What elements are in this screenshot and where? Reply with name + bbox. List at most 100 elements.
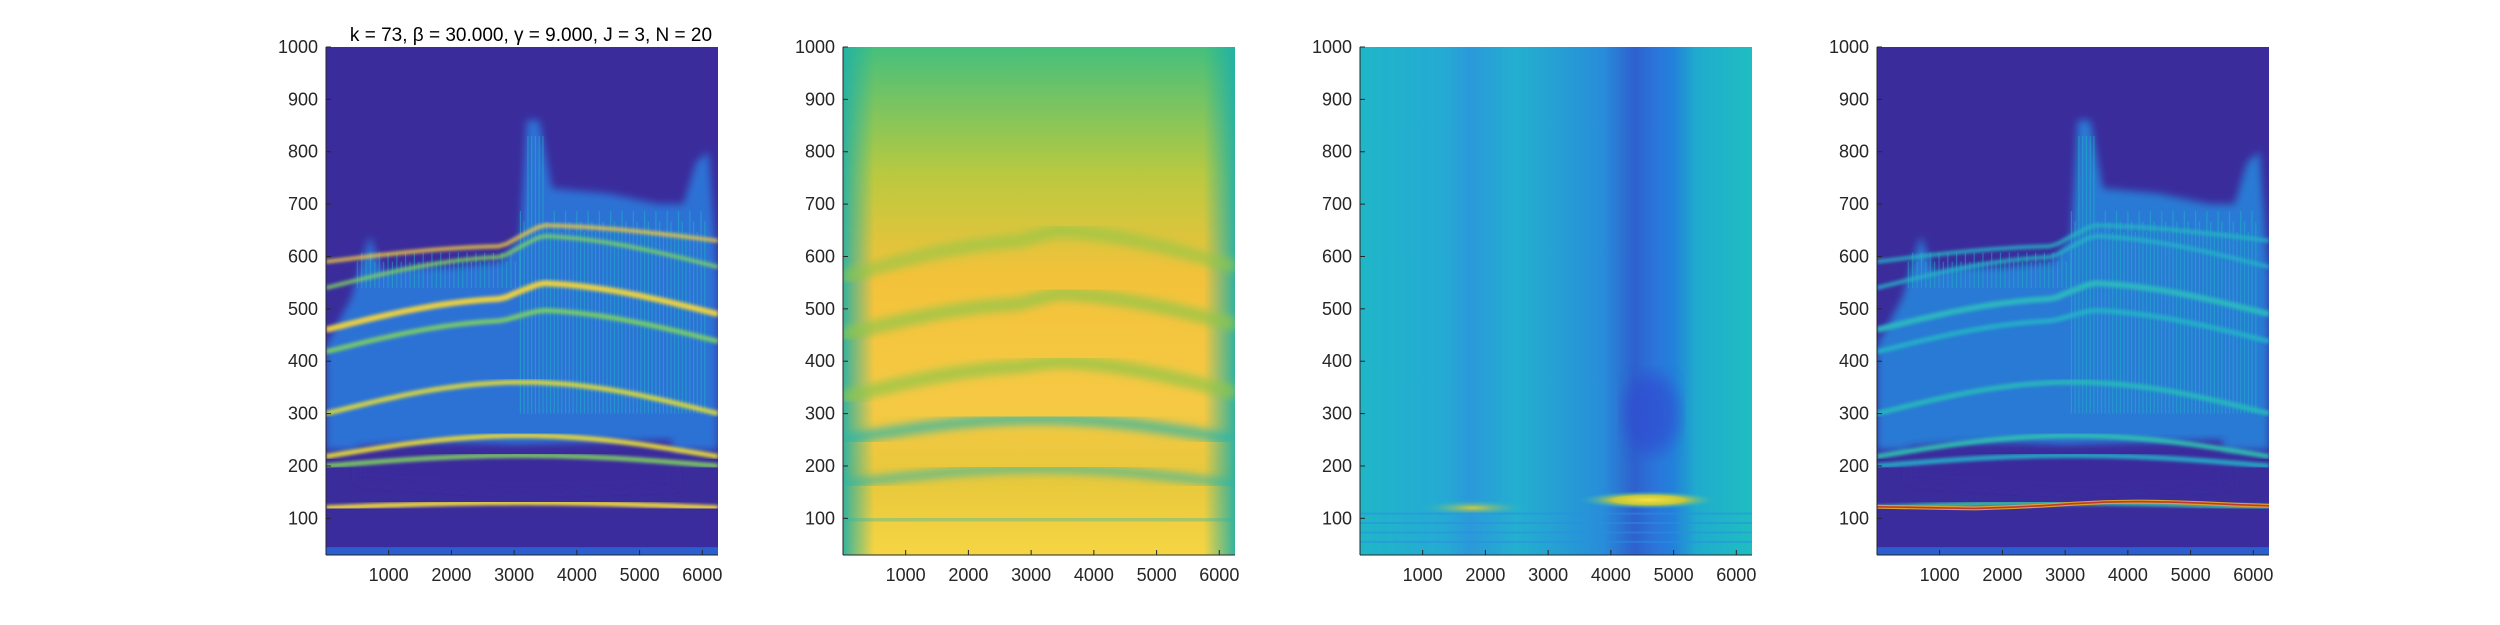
x-tick-label: 5000 bbox=[2171, 565, 2211, 585]
x-tick-label: 4000 bbox=[557, 565, 597, 585]
y-tick-label: 400 bbox=[1839, 351, 1869, 371]
spectral-band bbox=[1877, 280, 2269, 333]
axes-4: 100 200 300 400 500 600 700 800 900 1000 1000 2000 3… bbox=[1829, 37, 2273, 585]
y-tick-label: 800 bbox=[1322, 142, 1352, 162]
spectral-band bbox=[843, 354, 1235, 405]
spectral-band bbox=[1877, 453, 2269, 469]
figure-title: k = 73, β = 30.000, γ = 9.000, J = 3, N … bbox=[350, 25, 712, 46]
low-energy-gap bbox=[1908, 439, 2229, 493]
x-tick-label: 5000 bbox=[620, 565, 660, 585]
y-tick-label: 1000 bbox=[795, 37, 835, 57]
low-region bbox=[1623, 373, 1680, 454]
spectral-band bbox=[843, 286, 1235, 342]
x-tick-label: 3000 bbox=[1011, 565, 1051, 585]
y-tick-label: 700 bbox=[1322, 194, 1352, 214]
spectral-band bbox=[843, 515, 1235, 524]
y-tick-label: 900 bbox=[805, 89, 835, 109]
axes-1: 100 200 300 400 500 600 700 800 900 1000 1000 2000 3… bbox=[278, 37, 722, 585]
x-tick-label: 1000 bbox=[886, 565, 926, 585]
y-tick-label: 300 bbox=[1839, 404, 1869, 424]
spectral-band bbox=[843, 412, 1235, 446]
spectral-band bbox=[1877, 379, 2269, 417]
spectral-band bbox=[326, 379, 718, 417]
bottom-band bbox=[326, 547, 718, 555]
y-tick-label: 400 bbox=[805, 351, 835, 371]
y-tick-label: 300 bbox=[805, 404, 835, 424]
spectral-band bbox=[843, 223, 1235, 285]
spectral-band bbox=[326, 223, 718, 264]
y-tick-label: 1000 bbox=[278, 37, 318, 57]
y-tick-label: 300 bbox=[288, 404, 318, 424]
spectral-band bbox=[326, 433, 718, 459]
y-tick-label: 800 bbox=[805, 142, 835, 162]
x-tick-label: 1000 bbox=[1403, 565, 1443, 585]
y-tick-label: 1000 bbox=[1829, 37, 1869, 57]
heatmap-image bbox=[326, 47, 718, 555]
x-tick-label: 3000 bbox=[2045, 565, 2085, 585]
x-tick-label: 4000 bbox=[1591, 565, 1631, 585]
spectral-band bbox=[1877, 234, 2269, 290]
y-tick-label: 900 bbox=[1839, 89, 1869, 109]
y-tick-label: 400 bbox=[1322, 351, 1352, 371]
energy-region bbox=[326, 120, 718, 451]
y-tick-label: 200 bbox=[288, 456, 318, 476]
x-tick-label: 5000 bbox=[1654, 565, 1694, 585]
spectral-band bbox=[326, 500, 718, 511]
axes-3: 100 200 300 400 500 600 700 800 900 1000 1000 2000 3… bbox=[1312, 37, 1756, 585]
heatmap-tint bbox=[1360, 47, 1752, 555]
y-tick-label: 200 bbox=[1322, 456, 1352, 476]
spectral-band bbox=[326, 280, 718, 333]
low-energy-floor bbox=[326, 518, 718, 548]
spectral-band bbox=[326, 453, 718, 469]
x-tick-label: 3000 bbox=[494, 565, 534, 585]
y-tick-label: 100 bbox=[1322, 508, 1352, 528]
y-tick-label: 500 bbox=[288, 299, 318, 319]
y-tick-label: 200 bbox=[1839, 456, 1869, 476]
y-tick-label: 100 bbox=[805, 508, 835, 528]
x-tick-label: 6000 bbox=[2233, 565, 2273, 585]
x-tick-label: 6000 bbox=[682, 565, 722, 585]
y-tick-label: 500 bbox=[1322, 299, 1352, 319]
x-tick-label: 5000 bbox=[1137, 565, 1177, 585]
low-energy-gap bbox=[357, 439, 678, 493]
x-tick-label: 3000 bbox=[1528, 565, 1568, 585]
x-tick-label: 1000 bbox=[369, 565, 409, 585]
energy-region bbox=[1877, 120, 2269, 451]
y-tick-label: 600 bbox=[805, 246, 835, 266]
y-tick-label: 700 bbox=[288, 194, 318, 214]
y-tick-label: 900 bbox=[1322, 89, 1352, 109]
x-tick-label: 2000 bbox=[431, 565, 471, 585]
axes-2: 100 200 300 400 500 600 700 800 900 1000 1000 2000 3… bbox=[795, 37, 1239, 585]
y-tick-label: 100 bbox=[1839, 508, 1869, 528]
x-tick-label: 2000 bbox=[1982, 565, 2022, 585]
x-tick-label: 1000 bbox=[1920, 565, 1960, 585]
y-tick-label: 600 bbox=[1322, 246, 1352, 266]
y-tick-label: 500 bbox=[1839, 299, 1869, 319]
heatmap-background bbox=[1360, 47, 1752, 555]
spectral-band bbox=[1877, 307, 2269, 355]
spectral-band bbox=[1877, 223, 2269, 264]
low-energy-floor bbox=[1877, 518, 2269, 548]
y-tick-label: 800 bbox=[288, 142, 318, 162]
overlay-line bbox=[1877, 500, 2269, 510]
heatmap-image bbox=[1360, 47, 1752, 555]
x-tick-label: 6000 bbox=[1199, 565, 1239, 585]
x-tick-label: 4000 bbox=[2108, 565, 2148, 585]
y-tick-label: 700 bbox=[805, 194, 835, 214]
y-tick-label: 900 bbox=[288, 89, 318, 109]
x-tick-label: 2000 bbox=[1465, 565, 1505, 585]
y-tick-label: 200 bbox=[805, 456, 835, 476]
y-tick-label: 300 bbox=[1322, 404, 1352, 424]
y-tick-label: 400 bbox=[288, 351, 318, 371]
y-tick-label: 700 bbox=[1839, 194, 1869, 214]
heatmap-image bbox=[1877, 47, 2269, 555]
x-tick-label: 4000 bbox=[1074, 565, 1114, 585]
y-tick-label: 500 bbox=[805, 299, 835, 319]
y-tick-label: 600 bbox=[1839, 246, 1869, 266]
y-tick-label: 100 bbox=[288, 508, 318, 528]
y-tick-label: 800 bbox=[1839, 142, 1869, 162]
bottom-band bbox=[1877, 547, 2269, 555]
y-tick-label: 600 bbox=[288, 246, 318, 266]
spectral-band bbox=[326, 307, 718, 355]
